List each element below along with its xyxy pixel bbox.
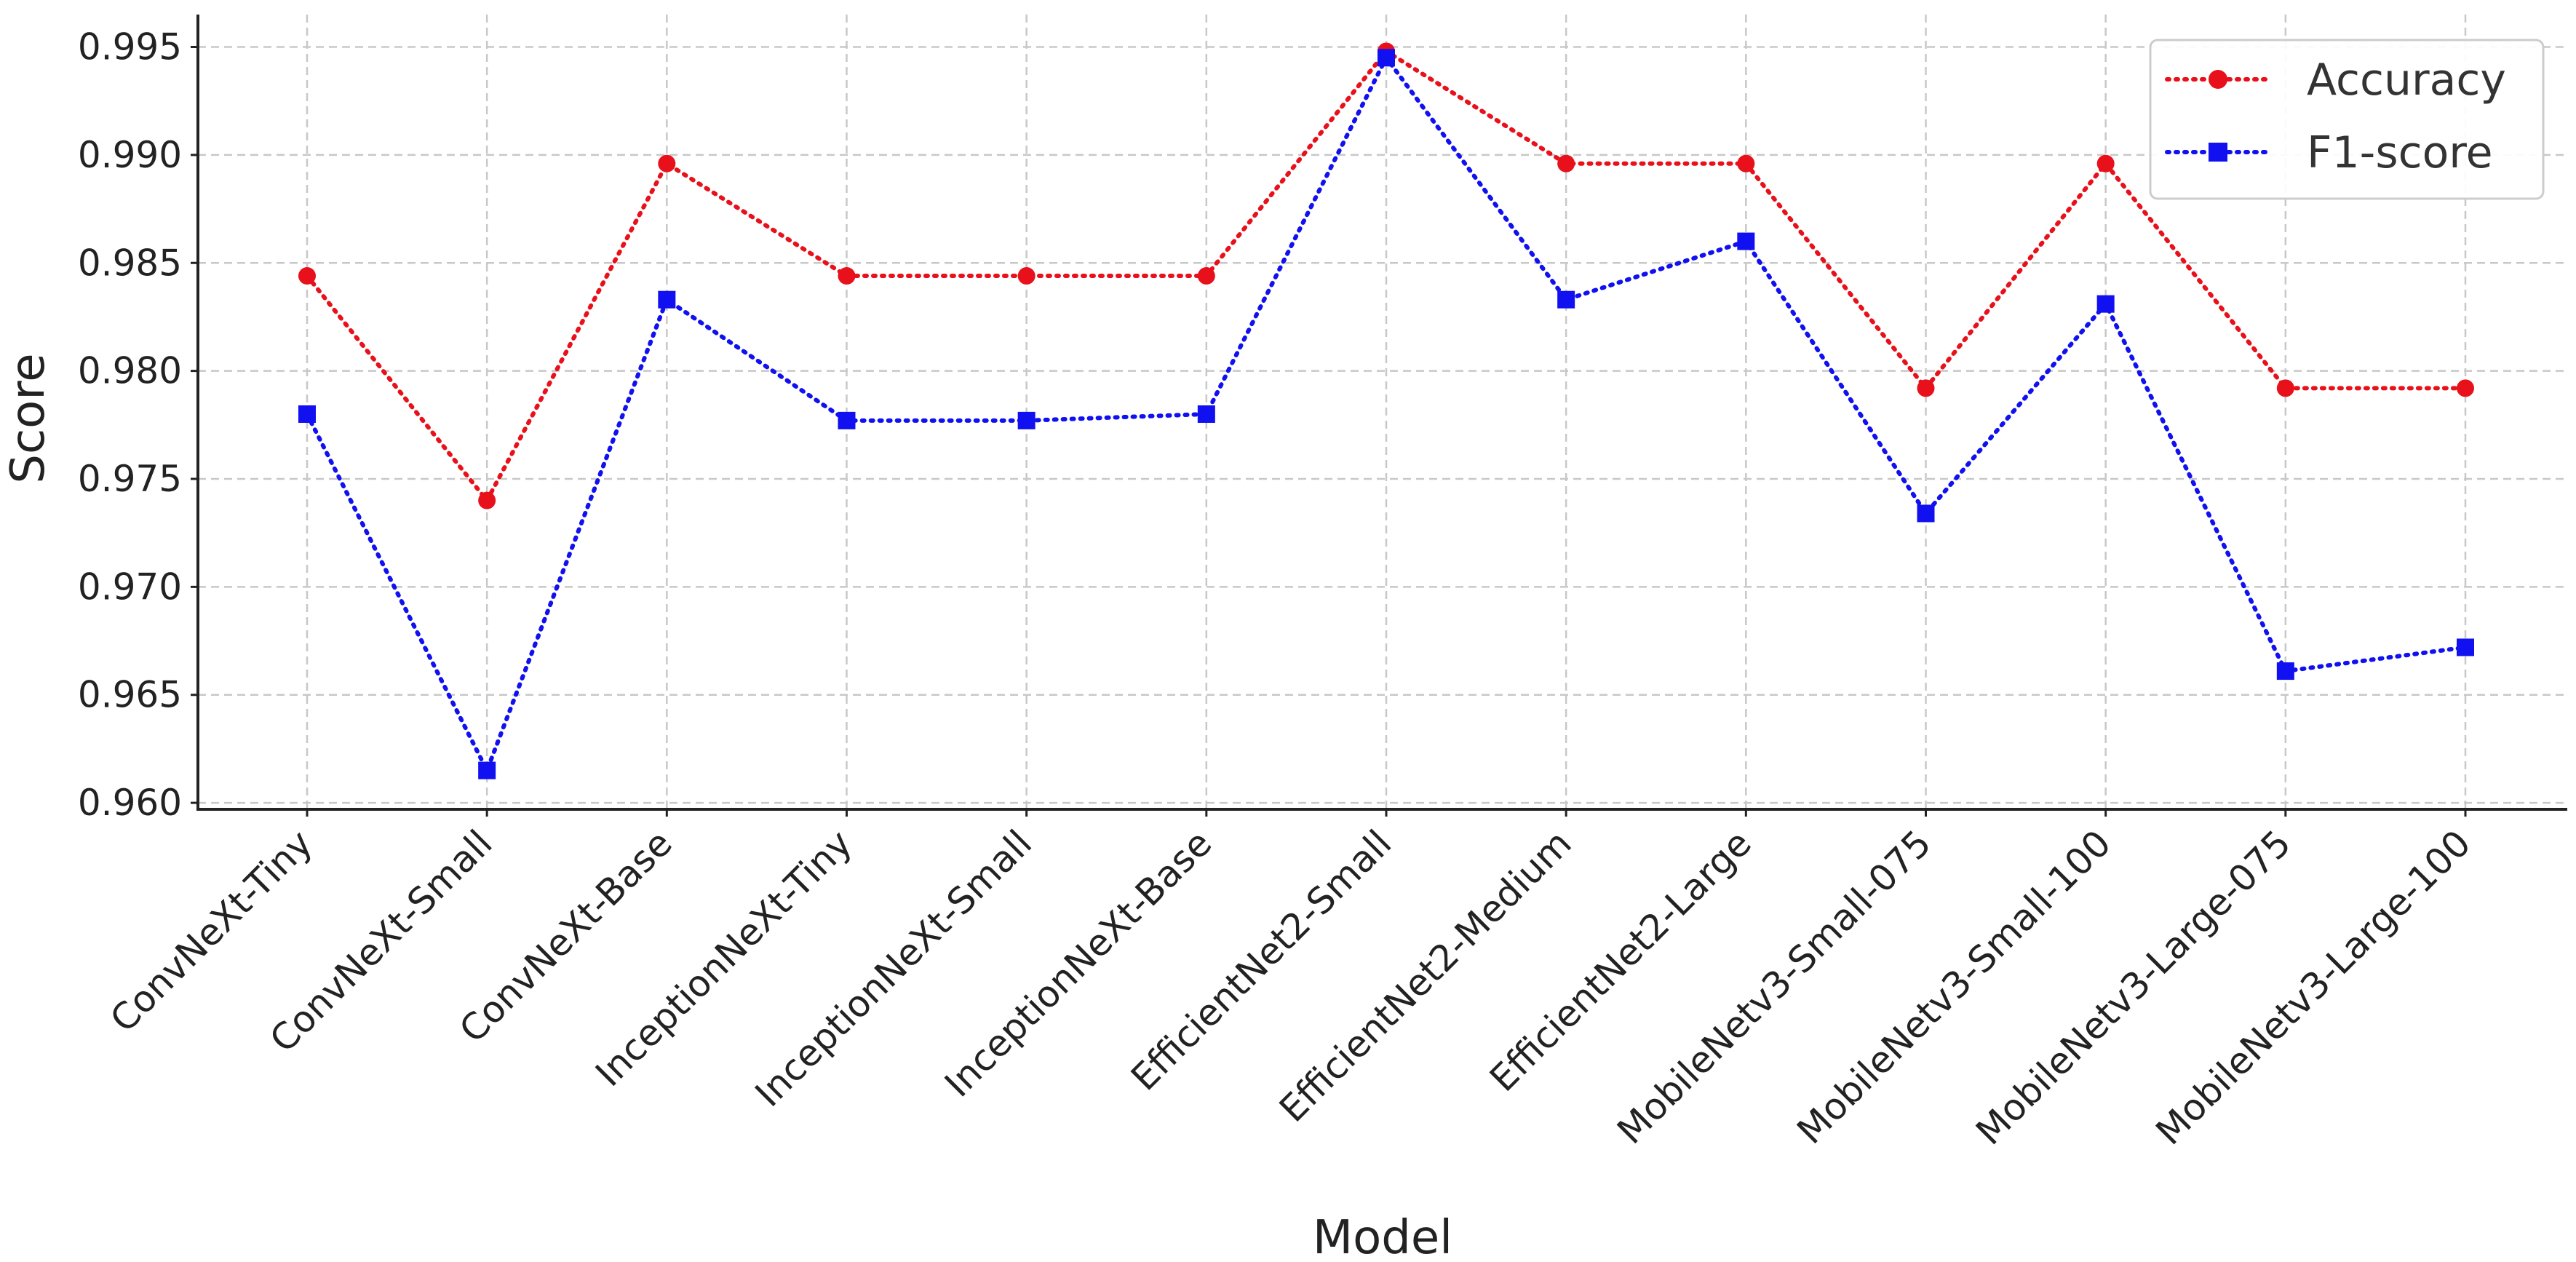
legend-accuracy-marker — [2209, 70, 2227, 89]
f1-score-point — [478, 761, 496, 779]
accuracy-point — [1737, 154, 1755, 172]
accuracy-point — [2276, 379, 2294, 397]
y-tick-label: 0.960 — [78, 782, 182, 824]
y-axis-title: Score — [1, 353, 55, 483]
y-tick-label: 0.975 — [78, 458, 182, 500]
f1-score-point — [1917, 504, 1935, 523]
y-tick-label: 0.985 — [78, 242, 182, 284]
x-tick-label: MobileNetv3-Large-075 — [1968, 822, 2299, 1153]
f1-score-point — [1557, 290, 1575, 309]
accuracy-point — [1917, 379, 1935, 397]
f1-score-point — [1197, 405, 1215, 423]
f1-score-point — [1017, 411, 1035, 429]
accuracy-point — [478, 491, 496, 509]
f1-score-point — [838, 411, 856, 429]
x-axis-title: Model — [1313, 1211, 1452, 1262]
legend-f1-marker — [2209, 143, 2227, 162]
accuracy-point — [658, 154, 676, 172]
series-layer — [298, 42, 2474, 779]
y-ticks: 0.960 0.965 0.970 0.975 0.980 0.985 0.990 0.995 — [78, 26, 198, 824]
series-line-0 — [305, 48, 2468, 505]
axes-layer — [196, 15, 2567, 811]
legend: Accuracy F1-score — [2149, 39, 2545, 200]
f1-score-point — [2457, 638, 2474, 656]
x-tick-label: MobileNetv3-Small-075 — [1609, 822, 1939, 1152]
x-tick-label: MobileNetv3-Small-100 — [1789, 822, 2119, 1152]
x-tick-label: EfficientNet2-Medium — [1271, 822, 1580, 1130]
legend-accuracy-label: Accuracy — [2307, 55, 2506, 106]
accuracy-point — [1557, 154, 1575, 172]
accuracy-point — [298, 267, 316, 285]
x-tick-label: MobileNetv3-Large-100 — [2148, 822, 2479, 1153]
y-tick-label: 0.965 — [78, 674, 182, 716]
accuracy-point — [838, 267, 856, 285]
accuracy-point — [1197, 267, 1215, 285]
f1-score-point — [1737, 232, 1755, 250]
y-tick-label: 0.990 — [78, 134, 182, 176]
f1-score-point — [658, 290, 676, 309]
accuracy-point — [2457, 379, 2474, 397]
f1-score-point — [1378, 49, 1395, 67]
x-ticks: ConvNeXt-TinyConvNeXt-SmallConvNeXt-Base… — [102, 809, 2478, 1153]
f1-score-point — [2096, 295, 2115, 313]
accuracy-point — [2096, 154, 2115, 172]
y-tick-label: 0.995 — [78, 26, 182, 68]
f1-score-point — [2276, 662, 2294, 680]
y-tick-label: 0.980 — [78, 350, 182, 392]
legend-f1-label: F1-score — [2307, 127, 2493, 178]
f1-score-point — [298, 405, 316, 423]
y-tick-label: 0.970 — [78, 565, 182, 608]
accuracy-point — [1017, 267, 1035, 285]
